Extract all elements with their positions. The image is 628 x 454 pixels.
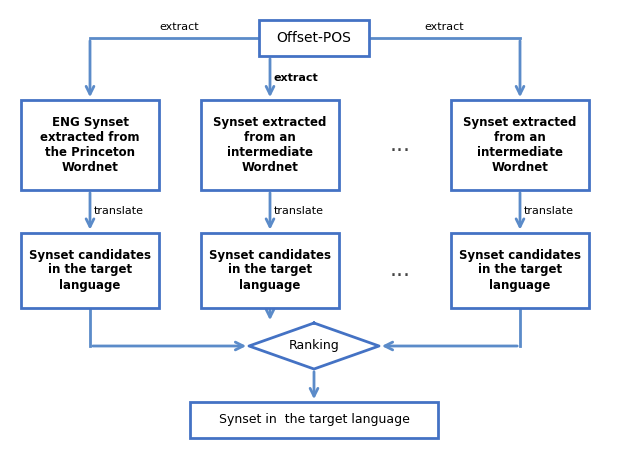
Text: Synset candidates
in the target
language: Synset candidates in the target language bbox=[209, 248, 331, 291]
FancyBboxPatch shape bbox=[451, 232, 589, 307]
Text: ...: ... bbox=[389, 135, 411, 155]
FancyBboxPatch shape bbox=[201, 232, 339, 307]
Text: extract: extract bbox=[160, 22, 199, 32]
Text: Offset-POS: Offset-POS bbox=[276, 31, 352, 45]
FancyBboxPatch shape bbox=[190, 402, 438, 438]
Text: Synset extracted
from an
intermediate
Wordnet: Synset extracted from an intermediate Wo… bbox=[214, 116, 327, 174]
Polygon shape bbox=[249, 323, 379, 369]
FancyBboxPatch shape bbox=[451, 100, 589, 190]
Text: extract: extract bbox=[274, 73, 319, 83]
Text: ENG Synset
extracted from
the Princeton
Wordnet: ENG Synset extracted from the Princeton … bbox=[40, 116, 140, 174]
FancyBboxPatch shape bbox=[259, 20, 369, 56]
Text: Ranking: Ranking bbox=[289, 340, 339, 352]
Text: extract: extract bbox=[425, 22, 464, 32]
FancyBboxPatch shape bbox=[21, 100, 159, 190]
Text: Synset candidates
in the target
language: Synset candidates in the target language bbox=[459, 248, 581, 291]
Text: ...: ... bbox=[389, 260, 411, 280]
FancyBboxPatch shape bbox=[21, 232, 159, 307]
Text: Synset extracted
from an
intermediate
Wordnet: Synset extracted from an intermediate Wo… bbox=[463, 116, 577, 174]
Text: Synset in  the target language: Synset in the target language bbox=[219, 414, 409, 426]
Text: translate: translate bbox=[274, 206, 324, 216]
Text: translate: translate bbox=[524, 206, 574, 216]
Text: translate: translate bbox=[94, 206, 144, 216]
FancyBboxPatch shape bbox=[201, 100, 339, 190]
Text: Synset candidates
in the target
language: Synset candidates in the target language bbox=[29, 248, 151, 291]
